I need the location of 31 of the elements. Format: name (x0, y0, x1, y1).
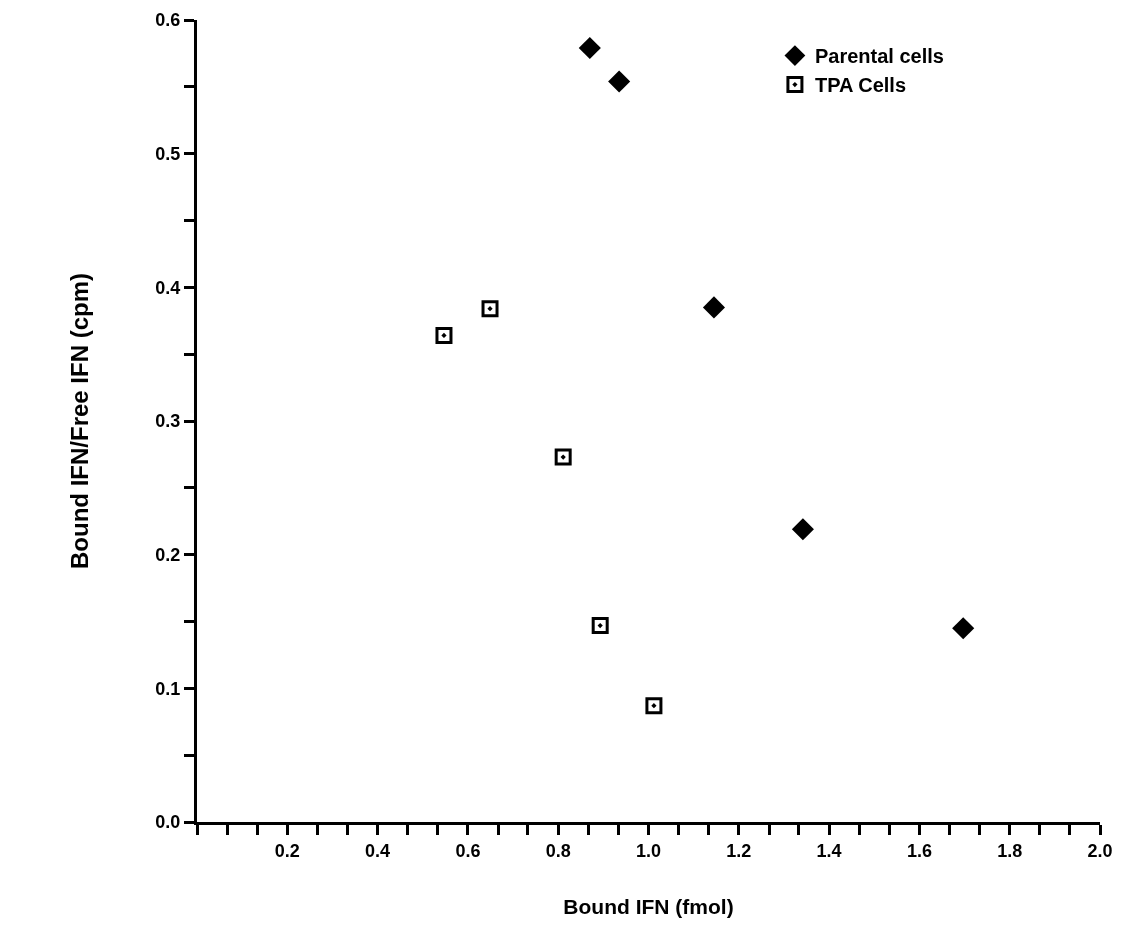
x-tick-label: 1.4 (816, 840, 842, 861)
point (645, 697, 663, 715)
legend-label: TPA Cells (814, 74, 907, 97)
y-tick-label: 0.3 (155, 411, 181, 432)
x-tick-label: 0.2 (274, 840, 300, 861)
x-tick-label: 0.4 (365, 840, 391, 861)
y-tick-label: 0.4 (155, 277, 181, 298)
point (608, 70, 631, 93)
y-tick-label: 0.0 (155, 812, 181, 833)
point (435, 326, 453, 344)
x-axis-title: Bound IFN (fmol) (563, 894, 734, 918)
x-tick-label: 0.6 (455, 840, 481, 861)
y-tick-label: 0.6 (155, 10, 181, 31)
x-tick-label: 1.0 (635, 840, 662, 861)
point (791, 518, 814, 541)
x-tick-label: 2.0 (1087, 840, 1113, 861)
x-tick-label: 1.6 (906, 840, 932, 861)
x-tick-label: 1.8 (997, 840, 1023, 861)
point (554, 448, 572, 466)
y-axis-title: Bound IFN/Free IFN (cpm) (66, 273, 94, 569)
x-tick-label: 0.8 (545, 840, 571, 861)
point (952, 617, 975, 640)
legend-label: Parental cells (814, 45, 944, 68)
point (702, 296, 726, 319)
y-tick-label: 0.1 (155, 678, 181, 699)
x-tick-label: 1.2 (726, 840, 752, 861)
y-tick-label: 0.5 (155, 143, 181, 164)
point (591, 617, 609, 635)
point (481, 300, 499, 318)
point (578, 37, 601, 60)
y-tick-label: 0.2 (155, 544, 181, 565)
